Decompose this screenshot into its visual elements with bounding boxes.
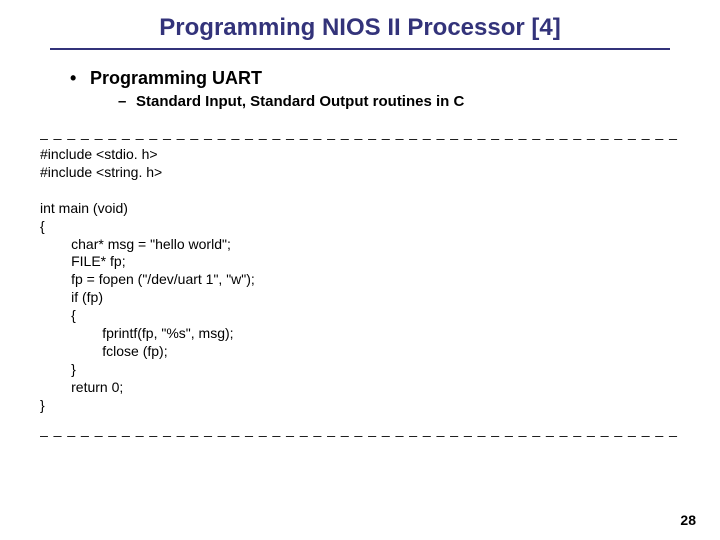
sub-bullet-item-stdio: Standard Input, Standard Output routines…	[118, 93, 680, 110]
code-block: #include <stdio. h> #include <string. h>…	[40, 146, 680, 415]
bullet-list: Programming UART Standard Input, Standar…	[40, 68, 680, 110]
title-underline	[50, 48, 670, 50]
bullet-item-uart: Programming UART Standard Input, Standar…	[70, 68, 680, 110]
sub-bullet-text: Standard Input, Standard Output routines…	[136, 93, 464, 110]
page-number: 28	[680, 512, 696, 528]
separator-bottom: _ _ _ _ _ _ _ _ _ _ _ _ _ _ _ _ _ _ _ _ …	[40, 421, 680, 437]
separator-top: _ _ _ _ _ _ _ _ _ _ _ _ _ _ _ _ _ _ _ _ …	[40, 124, 680, 140]
slide-container: Programming NIOS II Processor [4] Progra…	[0, 0, 720, 540]
bullet-text: Programming UART	[90, 68, 262, 88]
sub-bullet-list: Standard Input, Standard Output routines…	[90, 93, 680, 110]
page-title: Programming NIOS II Processor [4]	[40, 14, 680, 42]
